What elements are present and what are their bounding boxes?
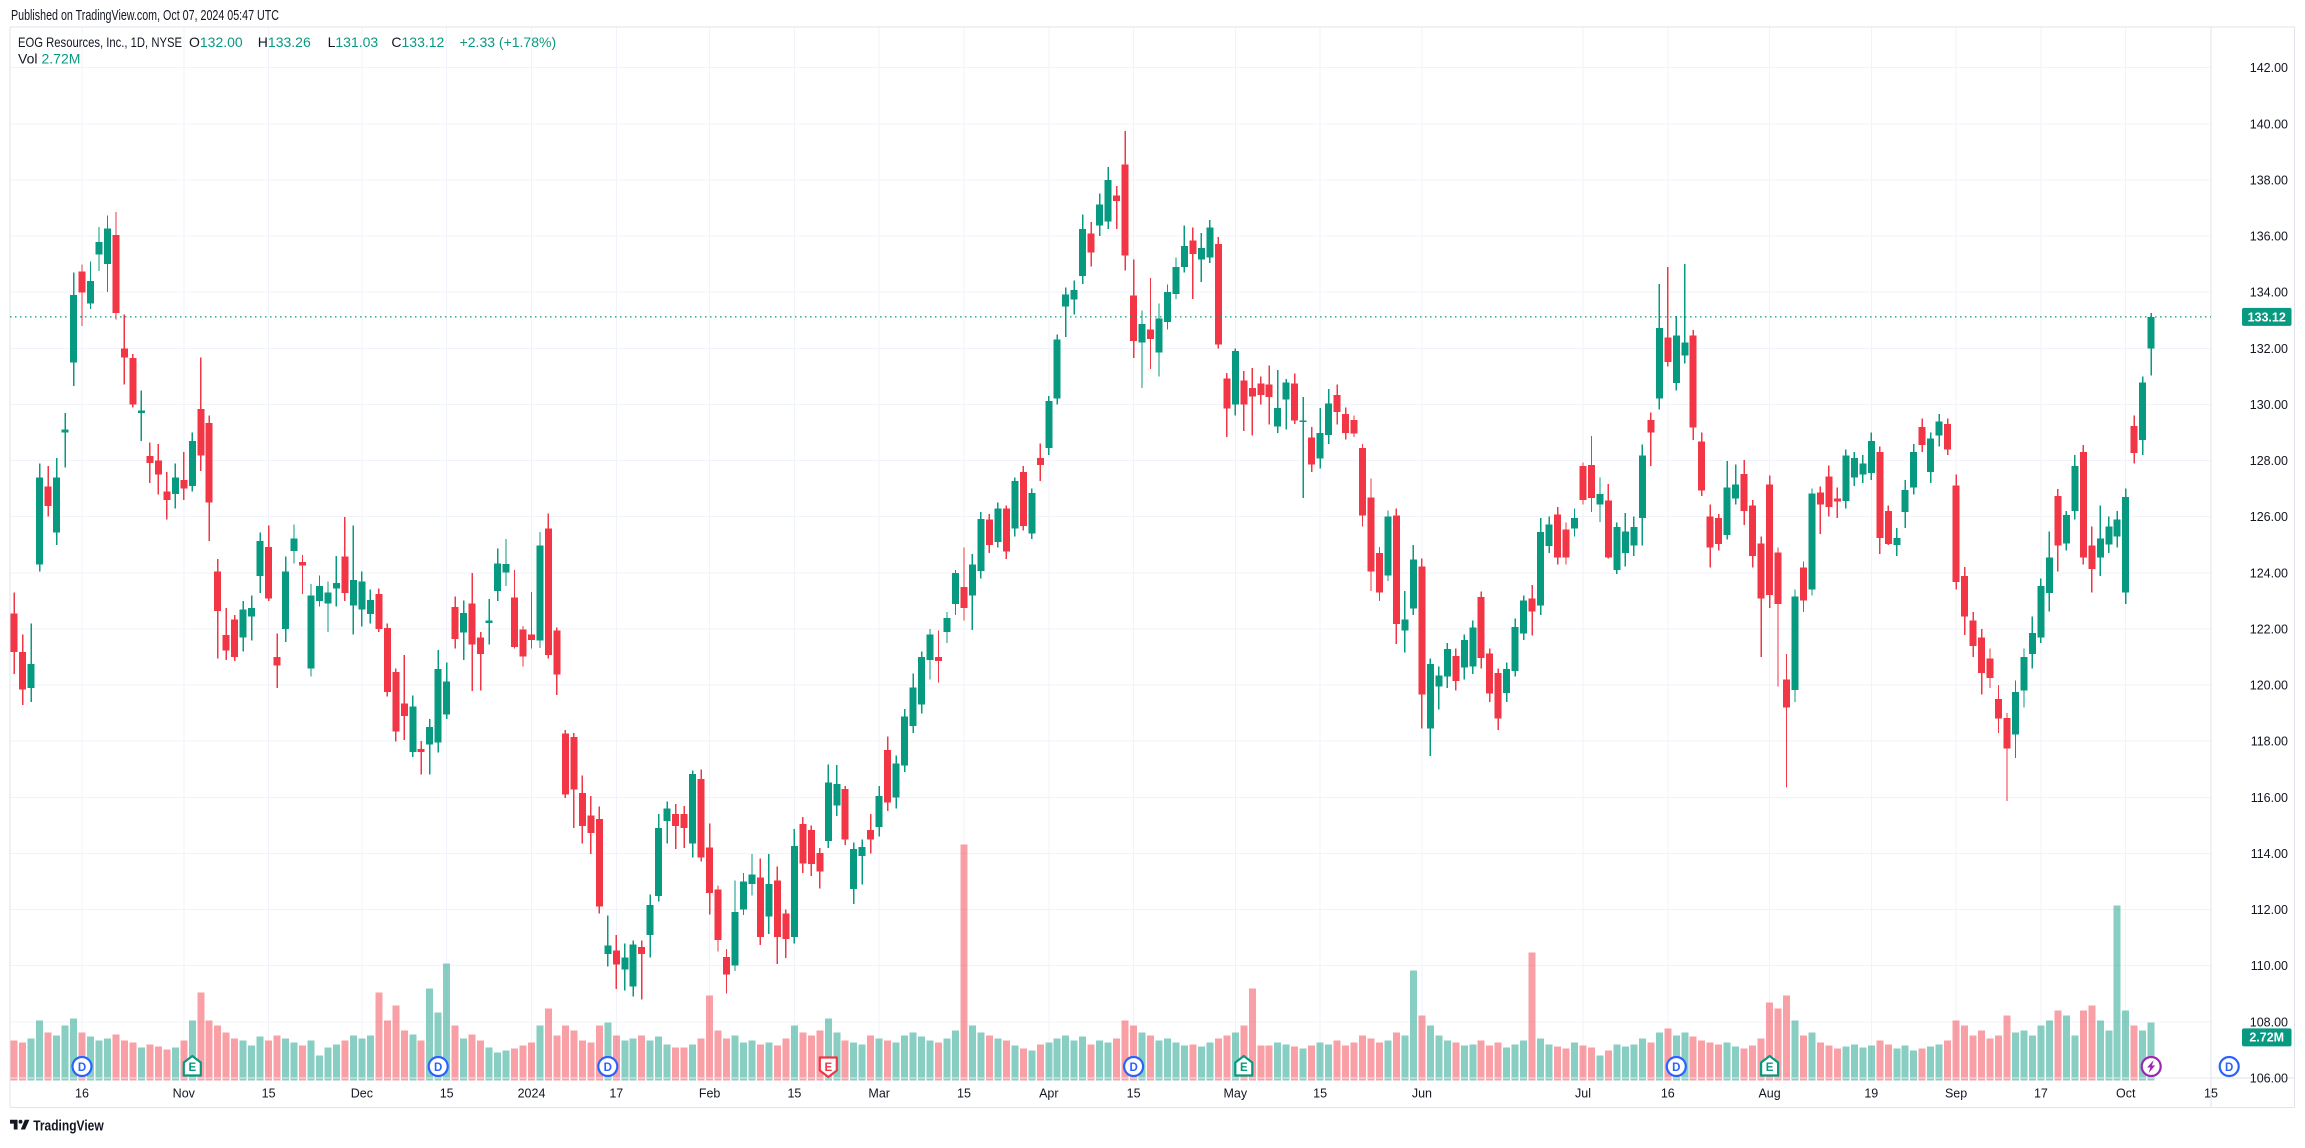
svg-text:114.00: 114.00 <box>2251 847 2288 861</box>
svg-text:2024: 2024 <box>518 1087 546 1101</box>
svg-text:112.00: 112.00 <box>2251 903 2288 917</box>
svg-text:C133.12: C133.12 <box>391 34 444 50</box>
svg-text:2.72M: 2.72M <box>42 51 81 67</box>
svg-text:132.00: 132.00 <box>2250 342 2288 356</box>
svg-text:15: 15 <box>1313 1087 1327 1101</box>
svg-text:EOG Resources, Inc., 1D, NYSE: EOG Resources, Inc., 1D, NYSE <box>18 34 182 50</box>
svg-text:2.72M: 2.72M <box>2249 1030 2284 1044</box>
svg-text:Nov: Nov <box>173 1087 196 1101</box>
svg-text:Mar: Mar <box>868 1087 890 1101</box>
svg-text:D: D <box>1129 1062 1137 1074</box>
svg-text:Oct: Oct <box>2116 1087 2136 1101</box>
svg-text:Jun: Jun <box>1412 1087 1432 1101</box>
svg-text:16: 16 <box>75 1087 89 1101</box>
svg-text:17: 17 <box>609 1087 623 1101</box>
svg-text:140.00: 140.00 <box>2250 117 2288 131</box>
svg-text:15: 15 <box>957 1087 971 1101</box>
svg-text:L131.03: L131.03 <box>328 34 379 50</box>
svg-text:E: E <box>1240 1062 1248 1074</box>
svg-text:15: 15 <box>440 1087 454 1101</box>
svg-text:May: May <box>1223 1087 1247 1101</box>
svg-text:15: 15 <box>787 1087 801 1101</box>
svg-text:Aug: Aug <box>1758 1087 1780 1101</box>
svg-text:D: D <box>604 1062 612 1074</box>
svg-text:15: 15 <box>262 1087 276 1101</box>
svg-text:TradingView: TradingView <box>33 1118 104 1134</box>
svg-text:Published on TradingView.com,: Published on TradingView.com, Oct 07, 20… <box>11 7 279 24</box>
svg-text:O132.00: O132.00 <box>189 34 243 50</box>
svg-text:H133.26: H133.26 <box>258 34 311 50</box>
svg-text:D: D <box>1672 1062 1680 1074</box>
svg-text:116.00: 116.00 <box>2251 791 2288 805</box>
svg-text:19: 19 <box>1864 1087 1878 1101</box>
svg-text:130.00: 130.00 <box>2250 398 2288 412</box>
svg-text:134.00: 134.00 <box>2250 286 2288 300</box>
svg-text:Sep: Sep <box>1945 1087 1967 1101</box>
svg-text:15: 15 <box>2204 1087 2218 1101</box>
svg-text:118.00: 118.00 <box>2251 735 2288 749</box>
svg-text:Feb: Feb <box>699 1087 721 1101</box>
svg-text:Dec: Dec <box>351 1087 373 1101</box>
svg-text:E: E <box>1766 1062 1774 1074</box>
svg-text:Apr: Apr <box>1039 1087 1058 1101</box>
svg-text:Vol: Vol <box>18 51 37 67</box>
svg-text:106.00: 106.00 <box>2250 1072 2288 1086</box>
svg-text:E: E <box>824 1062 832 1074</box>
svg-text:16: 16 <box>1661 1087 1675 1101</box>
svg-text:15: 15 <box>1127 1087 1141 1101</box>
svg-text:E: E <box>188 1062 196 1074</box>
svg-text:+2.33 (+1.78%): +2.33 (+1.78%) <box>460 34 557 50</box>
svg-text:124.00: 124.00 <box>2250 566 2288 580</box>
svg-text:142.00: 142.00 <box>2250 61 2288 75</box>
svg-text:D: D <box>78 1062 86 1074</box>
svg-text:136.00: 136.00 <box>2250 230 2288 244</box>
svg-text:D: D <box>2225 1062 2233 1074</box>
svg-text:120.00: 120.00 <box>2250 679 2288 693</box>
svg-text:108.00: 108.00 <box>2250 1015 2288 1029</box>
svg-text:128.00: 128.00 <box>2250 454 2288 468</box>
svg-text:126.00: 126.00 <box>2250 510 2288 524</box>
svg-text:D: D <box>434 1062 442 1074</box>
svg-text:122.00: 122.00 <box>2250 623 2288 637</box>
svg-text:Jul: Jul <box>1575 1087 1591 1101</box>
svg-text:17: 17 <box>2034 1087 2048 1101</box>
svg-text:133.12: 133.12 <box>2248 310 2286 324</box>
svg-text:138.00: 138.00 <box>2250 174 2288 188</box>
svg-text:110.00: 110.00 <box>2251 959 2288 973</box>
